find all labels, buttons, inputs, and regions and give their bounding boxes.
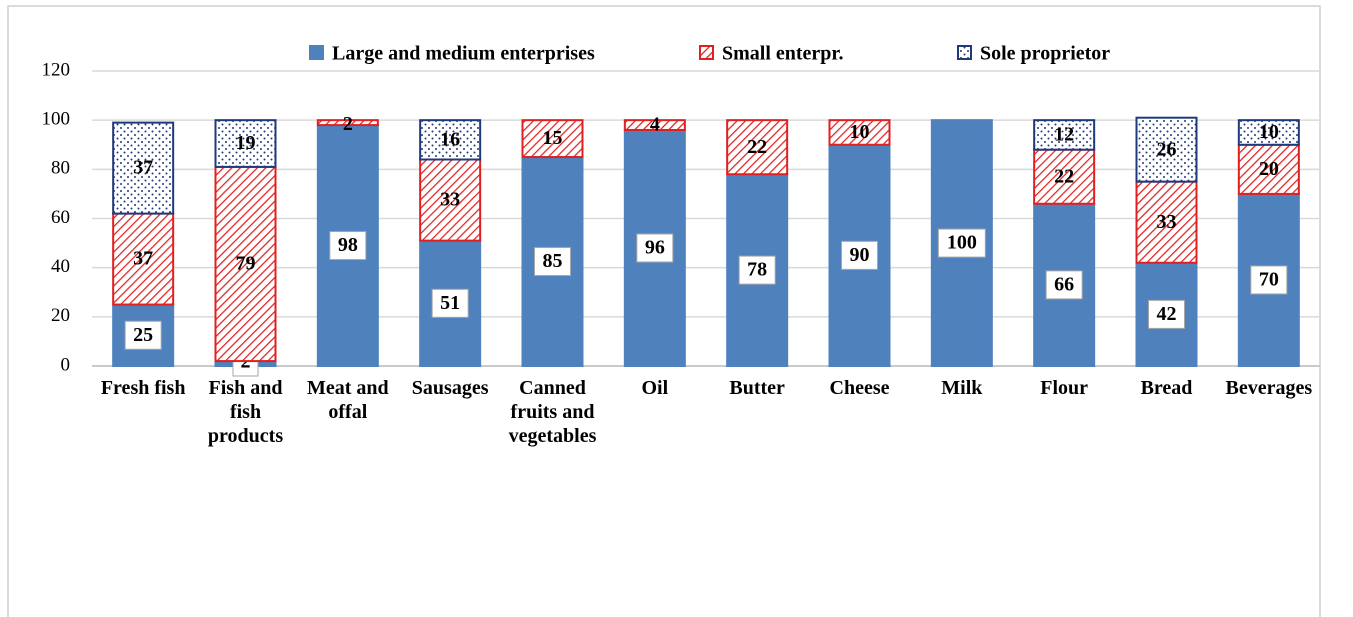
x-tick-label: Oil xyxy=(641,377,669,399)
x-tick-label: Fresh fish xyxy=(100,377,186,399)
legend-label: Large and medium enterprises xyxy=(332,43,595,65)
y-tick-label: 100 xyxy=(42,109,71,130)
value-label: 22 xyxy=(747,136,767,158)
bar-segment xyxy=(726,119,789,176)
y-tick-label: 120 xyxy=(42,59,71,80)
value-label-box xyxy=(431,288,469,318)
value-label-box xyxy=(534,247,571,277)
value-label: 90 xyxy=(850,244,870,266)
value-label-box xyxy=(1148,299,1185,329)
value-label: 85 xyxy=(543,250,563,272)
value-label: 78 xyxy=(747,259,767,281)
x-tick-label: Fish and fish products xyxy=(207,377,284,447)
value-label: 2 xyxy=(343,113,353,135)
legend-swatch xyxy=(309,45,324,60)
x-tick-label: Butter xyxy=(729,377,785,399)
y-tick-label: 20 xyxy=(51,305,70,326)
value-label: 10 xyxy=(1259,121,1279,143)
bar-segment xyxy=(419,119,482,161)
value-label: 100 xyxy=(947,232,977,254)
bar-segment xyxy=(112,121,175,215)
value-label: 22 xyxy=(1054,165,1074,187)
x-tick-label: Meat and offal xyxy=(306,377,389,423)
value-label: 70 xyxy=(1259,269,1279,291)
bar-segment xyxy=(1237,119,1300,146)
legend-swatch xyxy=(957,45,972,60)
x-tick-label: Canned fruits and vegetables xyxy=(508,377,597,447)
legend-label: Sole proprietor xyxy=(980,43,1110,65)
value-label: 66 xyxy=(1054,273,1074,295)
bar-segment xyxy=(1135,180,1198,264)
value-label: 10 xyxy=(850,121,870,143)
value-label: 33 xyxy=(440,189,460,211)
bar-segment xyxy=(316,119,379,127)
value-label-box xyxy=(636,233,674,263)
legend-label: Small enterpr. xyxy=(722,43,843,65)
value-label: 42 xyxy=(1157,303,1177,325)
bar-segment xyxy=(521,119,584,159)
legend-swatch xyxy=(699,45,714,60)
bar-segment xyxy=(521,156,584,367)
value-label: 16 xyxy=(440,128,460,150)
value-label-box xyxy=(937,228,986,258)
value-label: 37 xyxy=(133,248,153,270)
value-label: 96 xyxy=(645,237,665,259)
y-tick-label: 60 xyxy=(51,207,70,228)
bar-segment xyxy=(623,119,686,131)
y-tick-label: 80 xyxy=(51,158,70,179)
bar-segment xyxy=(214,119,277,168)
value-label: 26 xyxy=(1157,138,1177,160)
x-tick-label: Flour xyxy=(1040,377,1089,399)
value-label: 25 xyxy=(133,324,153,346)
value-label: 4 xyxy=(650,114,660,136)
bar-segment xyxy=(1033,148,1096,205)
bar-segment xyxy=(1135,116,1198,183)
bar-segment xyxy=(1033,119,1096,151)
value-label: 51 xyxy=(440,292,460,314)
value-label: 79 xyxy=(236,253,256,275)
value-label: 98 xyxy=(338,234,358,256)
value-label-box xyxy=(329,231,367,261)
value-label: 33 xyxy=(1157,211,1177,233)
value-label: 15 xyxy=(543,127,563,149)
x-tick-label: Sausages xyxy=(411,377,489,399)
value-label-box xyxy=(124,320,162,350)
x-tick-label: Cheese xyxy=(829,377,890,399)
x-tick-label: Milk xyxy=(941,377,983,399)
x-tick-label: Bread xyxy=(1140,377,1193,399)
value-label: 19 xyxy=(236,132,256,154)
bar-segment xyxy=(828,119,891,146)
y-tick-label: 0 xyxy=(61,354,71,375)
value-label-box xyxy=(1250,265,1288,295)
value-label: 12 xyxy=(1054,124,1074,146)
value-label-box xyxy=(841,240,878,270)
value-label: 20 xyxy=(1259,158,1279,180)
x-tick-label: Beverages xyxy=(1225,377,1313,399)
frame xyxy=(7,5,1321,617)
value-label-box xyxy=(738,255,776,285)
value-label-box xyxy=(1045,270,1083,300)
value-label: 37 xyxy=(133,157,153,179)
y-tick-label: 40 xyxy=(51,256,70,277)
